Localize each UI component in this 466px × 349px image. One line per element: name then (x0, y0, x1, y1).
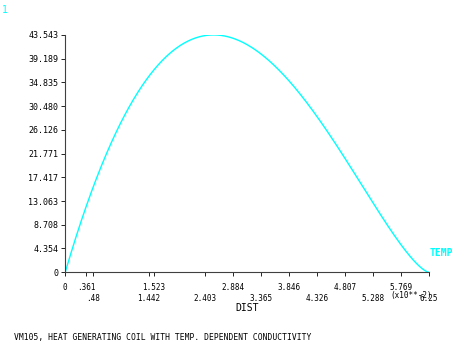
Text: 1.442: 1.442 (137, 295, 161, 303)
Text: 5.288: 5.288 (361, 295, 384, 303)
Text: VM105, HEAT GENERATING COIL WITH TEMP. DEPENDENT CONDUCTIVITY: VM105, HEAT GENERATING COIL WITH TEMP. D… (14, 333, 311, 342)
Text: .48: .48 (86, 295, 100, 303)
Text: 6.25: 6.25 (419, 295, 438, 303)
Text: 0: 0 (63, 283, 68, 292)
Text: (x10**-2): (x10**-2) (391, 291, 432, 300)
Text: 2.403: 2.403 (193, 295, 217, 303)
Text: 1.523: 1.523 (142, 283, 165, 292)
Text: 3.846: 3.846 (277, 283, 301, 292)
Text: 5.769: 5.769 (389, 283, 412, 292)
Text: DIST: DIST (235, 303, 259, 313)
Text: TEMP: TEMP (430, 248, 453, 258)
Text: .361: .361 (77, 283, 96, 292)
Text: 3.365: 3.365 (249, 295, 273, 303)
Text: 2.884: 2.884 (221, 283, 245, 292)
Text: 1: 1 (2, 5, 8, 15)
Text: 4.807: 4.807 (333, 283, 356, 292)
Text: 4.326: 4.326 (305, 295, 329, 303)
